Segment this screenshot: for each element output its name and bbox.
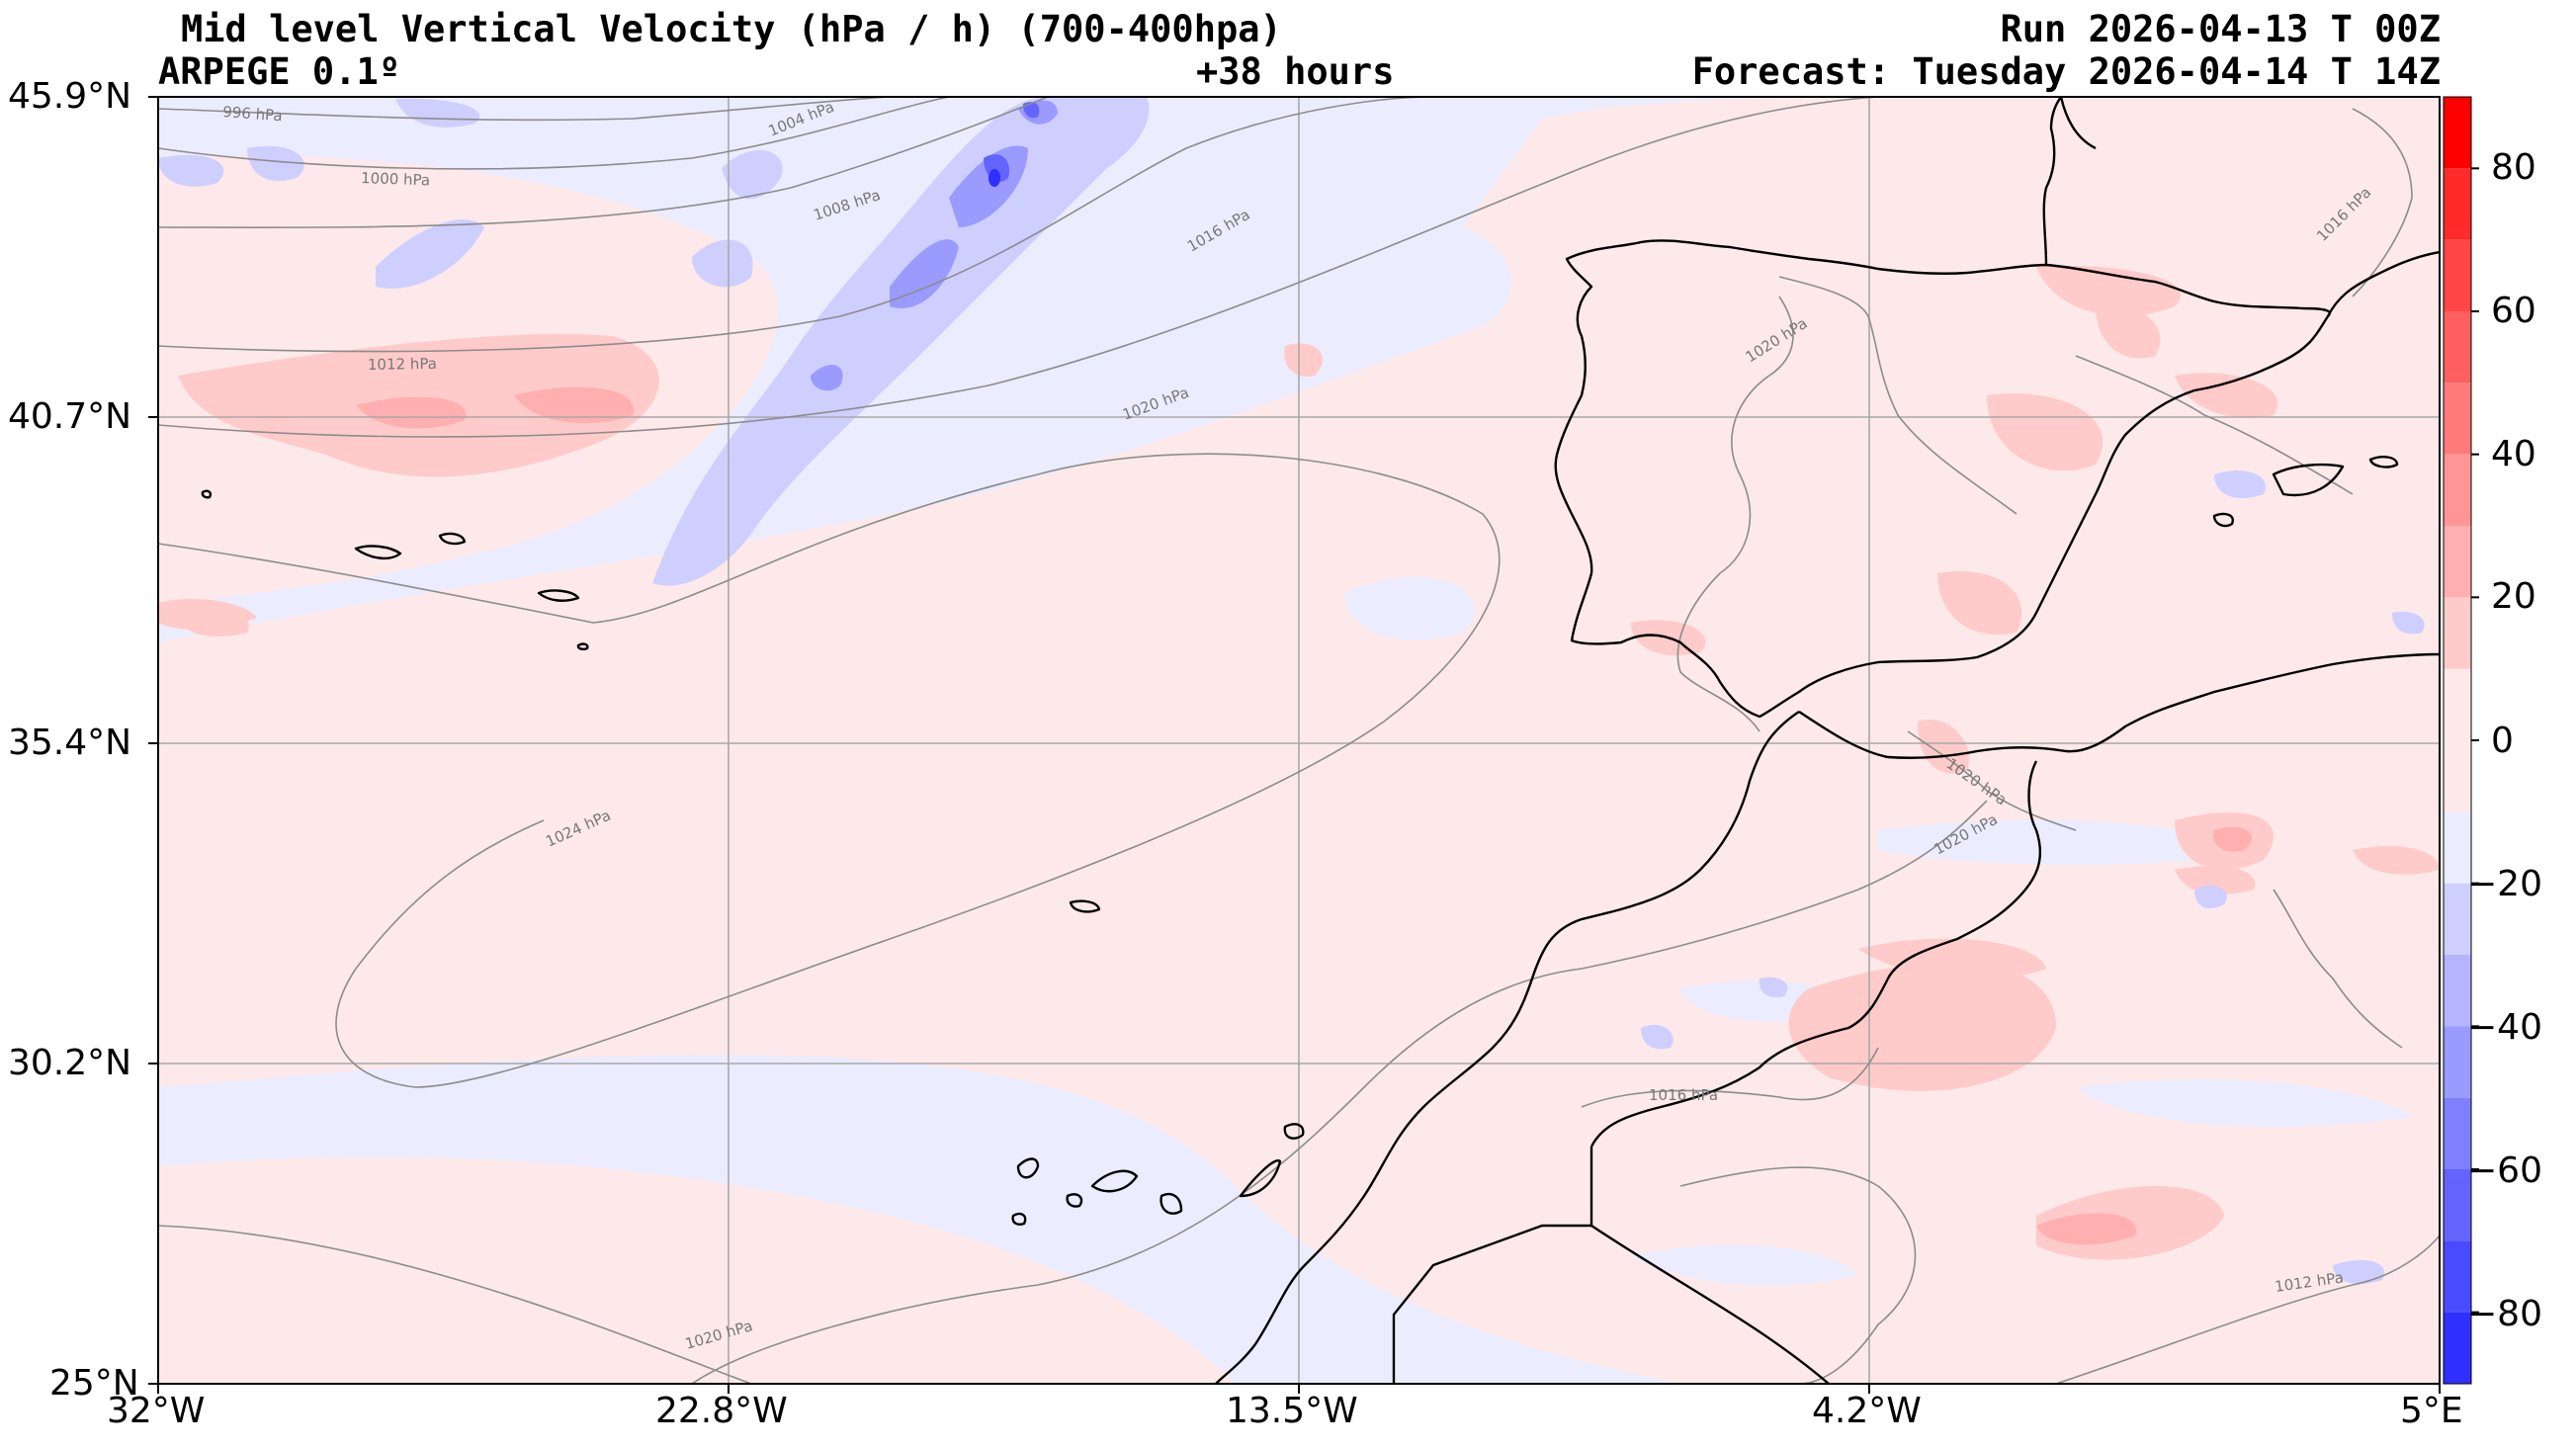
colorbar-segment xyxy=(2444,97,2471,169)
lon-label-22.8W: 22.8°W xyxy=(655,1391,788,1431)
colorbar-label-0: 0 xyxy=(2491,721,2514,761)
lat-label-45.9N: 45.9°N xyxy=(8,76,132,117)
colorbar-segment xyxy=(2444,311,2471,383)
positive-shading-strong xyxy=(356,386,2253,1245)
colorbar-label-minus40: −40 xyxy=(2467,1007,2542,1048)
graticule xyxy=(158,97,2440,1384)
lat-label-25N: 25°N xyxy=(49,1363,139,1404)
isobar-label: 996 hPa xyxy=(222,103,284,125)
colorbar-label-minus60: −60 xyxy=(2467,1150,2542,1191)
colorbar-label-60: 60 xyxy=(2491,291,2536,331)
colorbar-segment xyxy=(2444,526,2471,598)
colorbar-segment xyxy=(2444,1240,2471,1313)
isobars xyxy=(158,97,2440,1384)
lat-label-40.7N: 40.7°N xyxy=(8,396,132,437)
forecast-label: Forecast: Tuesday 2026-04-14 T 14Z xyxy=(1691,50,2441,93)
colorbar-label-80: 80 xyxy=(2491,147,2536,188)
lon-label-5E: 5°E xyxy=(2400,1391,2463,1431)
colorbar-segment xyxy=(2444,1312,2471,1384)
colorbar-segment xyxy=(2444,883,2471,955)
colorbar-segment xyxy=(2444,1026,2471,1098)
colorbar-label-minus80: −80 xyxy=(2467,1294,2542,1334)
colorbar-label-minus20: −20 xyxy=(2467,864,2542,904)
lon-label-13.5W: 13.5°W xyxy=(1226,1391,1358,1431)
colorbar-segment xyxy=(2444,1169,2471,1241)
chart-title: Mid level Vertical Velocity (hPa / h) (7… xyxy=(181,8,1282,50)
lat-label-30.2N: 30.2°N xyxy=(8,1043,132,1083)
colorbar-segment xyxy=(2444,597,2471,669)
run-label: Run 2026-04-13 T 00Z xyxy=(2000,8,2441,50)
model-label: ARPEGE 0.1º xyxy=(158,50,401,93)
colorbar xyxy=(2443,96,2479,1385)
colorbar-segment xyxy=(2444,1097,2471,1169)
isobar-label: 1012 hPa xyxy=(368,355,437,374)
colorbar-segment xyxy=(2444,668,2471,812)
negative-core-dot xyxy=(988,169,1000,187)
coastlines xyxy=(201,97,2440,1384)
lat-label-35.4N: 35.4°N xyxy=(8,723,132,763)
isobar-label: 1016 hPa xyxy=(1649,1086,1718,1104)
lon-label-4.2W: 4.2°W xyxy=(1812,1391,1922,1431)
positive-shading-medium xyxy=(158,266,2440,1260)
colorbar-segment xyxy=(2444,383,2471,455)
axis-ticks xyxy=(148,96,2441,1394)
lon-label-32W: 32°W xyxy=(107,1391,206,1431)
colorbar-segment xyxy=(2444,168,2471,240)
colorbar-segment xyxy=(2444,239,2471,311)
negative-streaks xyxy=(1344,576,2412,1286)
lead-time-label: +38 hours xyxy=(1196,50,1395,93)
colorbar-segment xyxy=(2444,454,2471,526)
colorbar-label-20: 20 xyxy=(2491,576,2536,617)
colorbar-segment xyxy=(2444,955,2471,1027)
colorbar-segment xyxy=(2444,811,2471,884)
negative-shading-medium xyxy=(158,97,2425,1285)
isobar-label: 1000 hPa xyxy=(361,169,431,189)
colorbar-label-40: 40 xyxy=(2491,434,2536,474)
